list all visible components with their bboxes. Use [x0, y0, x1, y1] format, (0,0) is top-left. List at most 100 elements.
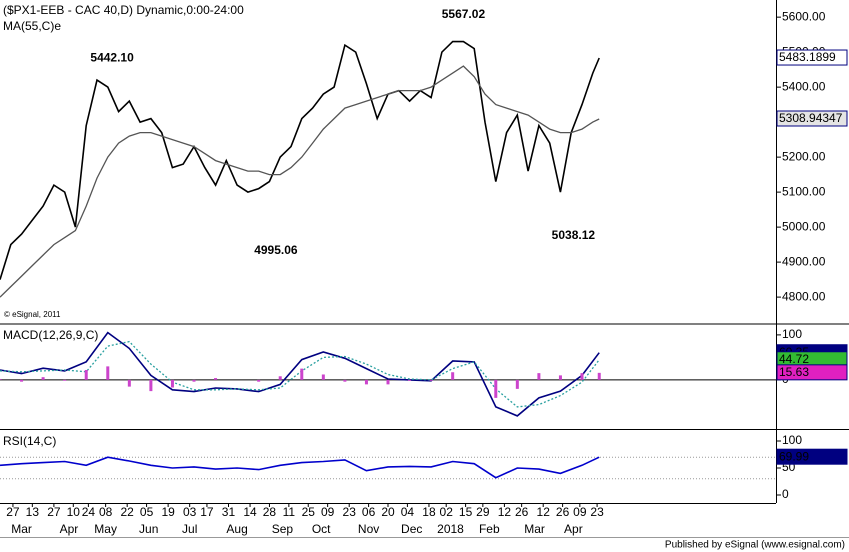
- histogram-bar: [343, 379, 347, 382]
- last-value-box: [776, 364, 848, 381]
- y-tick-label: 4800.00: [782, 289, 826, 303]
- y-tick-label: 5400.00: [782, 79, 826, 93]
- last-value-label: 44.72: [779, 352, 809, 366]
- histogram-bar: [408, 379, 412, 381]
- x-major-label: Apr: [60, 522, 79, 536]
- x-tick-label: 09: [321, 505, 335, 519]
- x-tick-label: 31: [222, 505, 236, 519]
- x-tick-label: 17: [200, 505, 214, 519]
- chart-title: ($PX1-EEB - CAC 40,D) Dynamic,0:00-24:00: [3, 3, 244, 17]
- x-tick-label: 10: [67, 505, 81, 519]
- x-major-label: May: [94, 522, 117, 536]
- series-line: [0, 331, 600, 417]
- histogram-bar: [597, 372, 601, 380]
- x-tick-label: 27: [6, 505, 20, 519]
- last-value-label: 15.63: [779, 365, 809, 379]
- x-major-label: Apr: [564, 522, 583, 536]
- y-tick-label: 0: [782, 487, 789, 501]
- histogram-bar: [192, 379, 196, 382]
- x-tick-label: 29: [476, 505, 490, 519]
- y-tick-label: 5200.00: [782, 149, 826, 163]
- x-tick-label: 08: [99, 505, 113, 519]
- x-major-label: Sep: [272, 522, 294, 536]
- x-major-label: Nov: [358, 522, 379, 536]
- histogram-bar: [321, 374, 325, 380]
- x-tick-label: 26: [556, 505, 570, 519]
- x-major-label: Jun: [139, 522, 158, 536]
- histogram-bar: [20, 379, 24, 382]
- histogram-bar: [106, 366, 110, 380]
- watermark: © eSignal, 2011: [4, 310, 61, 319]
- y-tick-label: 4900.00: [782, 254, 826, 268]
- x-tick-label: 11: [283, 505, 296, 519]
- series-line: [0, 456, 600, 479]
- x-major-label: Mar: [524, 522, 545, 536]
- x-tick-label: 25: [302, 505, 316, 519]
- x-tick-label: 22: [120, 505, 134, 519]
- x-major-label: Oct: [312, 522, 331, 536]
- x-tick-label: 05: [140, 505, 154, 519]
- x-tick-label: 12: [498, 505, 512, 519]
- y-tick-label: 5000.00: [782, 219, 826, 233]
- y-tick-label: 100: [782, 327, 802, 341]
- annotation: 4995.06: [254, 243, 298, 257]
- x-tick-label: 18: [422, 505, 436, 519]
- x-tick-label: 19: [161, 505, 175, 519]
- last-value-box: [776, 110, 848, 127]
- legend-entry: MACD(12,26,9,C): [3, 328, 98, 342]
- x-major-label: Jul: [182, 522, 197, 536]
- histogram-bar: [127, 379, 131, 387]
- x-tick-label: 28: [263, 505, 277, 519]
- x-major-label: Mar: [11, 522, 32, 536]
- x-tick-label: 15: [459, 505, 473, 519]
- histogram-bar: [214, 378, 218, 380]
- x-major-label: Aug: [226, 522, 247, 536]
- x-tick-label: 26: [515, 505, 529, 519]
- histogram-bar: [429, 379, 433, 381]
- x-major-label: 2018: [437, 522, 464, 536]
- last-value-label: 5308.94347: [779, 111, 843, 125]
- x-major-label: Feb: [479, 522, 500, 536]
- x-tick-label: 09: [573, 505, 587, 519]
- x-tick-label: 23: [590, 505, 604, 519]
- x-tick-label: 14: [243, 505, 257, 519]
- histogram-bar: [558, 375, 562, 380]
- x-tick-label: 13: [26, 505, 40, 519]
- histogram-bar: [257, 379, 261, 382]
- x-tick-label: 06: [362, 505, 376, 519]
- histogram-bar: [580, 373, 584, 380]
- histogram-bar: [41, 377, 45, 380]
- histogram-bar: [300, 368, 304, 380]
- histogram-bar: [515, 379, 519, 389]
- histogram-bar: [84, 369, 88, 380]
- last-value-box: [776, 49, 848, 66]
- last-value-box: [776, 448, 848, 465]
- histogram-bar: [0, 378, 2, 380]
- legend-entry: MA(55,C)e: [3, 19, 61, 33]
- x-tick-label: 12: [537, 505, 551, 519]
- x-major-label: Dec: [401, 522, 422, 536]
- histogram-bar: [149, 379, 153, 392]
- series-line: [0, 40, 600, 280]
- footer: Published by eSignal (www.esignal.com): [665, 540, 845, 551]
- last-value-label: 69.99: [779, 449, 809, 463]
- x-tick-label: 04: [401, 505, 415, 519]
- histogram-bar: [386, 379, 390, 385]
- histogram-bar: [451, 372, 455, 380]
- x-tick-label: 20: [381, 505, 395, 519]
- y-tick-label: 5600.00: [782, 9, 826, 23]
- series-line: [0, 65, 600, 298]
- histogram-bar: [170, 379, 174, 388]
- histogram-bar: [537, 373, 541, 380]
- x-tick-label: 27: [47, 505, 61, 519]
- annotation: 5038.12: [552, 228, 596, 242]
- legend-entry: RSI(14,C): [3, 434, 56, 448]
- x-tick-label: 02: [440, 505, 454, 519]
- histogram-bar: [494, 379, 498, 398]
- histogram-bar: [364, 379, 368, 385]
- x-tick-label: 24: [82, 505, 96, 519]
- x-tick-label: 23: [343, 505, 357, 519]
